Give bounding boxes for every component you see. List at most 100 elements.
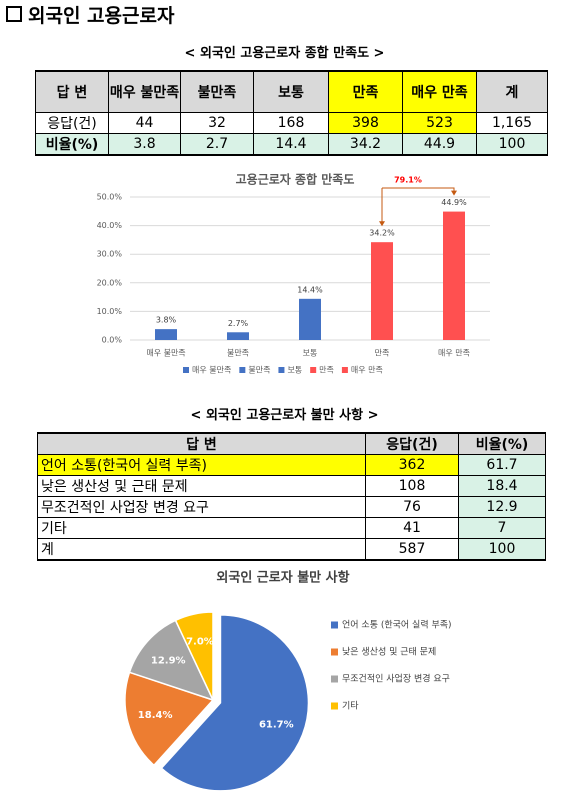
table-cell: 34.2 bbox=[328, 133, 403, 156]
satisfaction-table: 답 변 매우 불만족 불만족 보통 만족 매우 만족 계 응답(건) 44 32 168 398 523… bbox=[35, 70, 548, 156]
legend-label: 무조건적인 사업장 변경 요구 bbox=[342, 673, 450, 685]
data-label: 14.4% bbox=[297, 285, 323, 294]
arrow-head bbox=[379, 221, 385, 227]
table-row: 비율(%) 3.8 2.7 14.4 34.2 44.9 100 bbox=[35, 133, 548, 156]
table-title: < 외국인 고용근로자 종합 만족도 > bbox=[184, 46, 385, 61]
table-cell: 41 bbox=[365, 517, 459, 539]
pie-slice bbox=[124, 671, 215, 767]
header-cell: 만족 bbox=[328, 70, 403, 113]
bar bbox=[155, 329, 177, 340]
legend-label: 보통 bbox=[287, 366, 302, 375]
table-cell: 108 bbox=[365, 475, 459, 497]
legend-swatch bbox=[341, 367, 348, 373]
y-tick-label: 50.0% bbox=[97, 193, 123, 202]
page-title: 외국인 고용근로자 bbox=[28, 5, 175, 27]
pie-chart: 외국인 근로자 불만 사항 61.7% 18.4% 12.9%7.0% 언어 소통 (… bbox=[124, 570, 452, 792]
pie-slice bbox=[128, 619, 215, 702]
table-cell: 2.7 bbox=[180, 133, 254, 156]
legend-swatch bbox=[239, 367, 246, 373]
header-cell: 답 변 bbox=[35, 70, 109, 113]
complaint-table: 답 변 응답(건) 비율(%) 언어 소통(한국어 실력 부족) 362 61.7 낮은 생… bbox=[37, 432, 546, 561]
legend-swatch bbox=[331, 621, 338, 629]
pie-slice bbox=[160, 614, 310, 792]
legend-label: 매우 불만족 bbox=[192, 365, 231, 375]
table-cell: 7 bbox=[458, 517, 546, 539]
header-cell: 매우 불만족 bbox=[108, 70, 181, 113]
table-cell: 무조건적인 사업장 변경 요구 bbox=[37, 496, 366, 518]
legend-label: 매우 만족 bbox=[351, 366, 383, 375]
data-label: 44.9% bbox=[441, 198, 467, 207]
table-row: 무조건적인 사업장 변경 요구 76 12.9 bbox=[37, 496, 546, 518]
legend-label: 불만족 bbox=[248, 365, 270, 375]
legend-label: 기타 bbox=[342, 701, 359, 712]
table-cell: 18.4 bbox=[458, 475, 546, 497]
y-tick-label: 0.0% bbox=[102, 336, 123, 345]
y-tick-label: 10.0% bbox=[97, 307, 123, 316]
title-box bbox=[6, 6, 22, 22]
annotation-arrow bbox=[382, 187, 455, 195]
y-tick-label: 30.0% bbox=[97, 250, 123, 259]
data-label: 61.7% bbox=[259, 719, 294, 730]
legend-swatch bbox=[278, 367, 285, 373]
table-row: 응답(건) 44 32 168 398 523 1,165 bbox=[35, 112, 548, 134]
table-title: < 외국인 고용근로자 불만 사항 > bbox=[190, 408, 379, 423]
table-cell: 100 bbox=[476, 133, 548, 156]
header-cell: 응답(건) bbox=[365, 432, 459, 455]
legend-label: 만족 bbox=[319, 366, 334, 375]
legend-swatch bbox=[331, 648, 338, 656]
legend-swatch bbox=[331, 675, 338, 683]
x-tick-label: 만족 bbox=[375, 349, 390, 358]
data-label: 3.8% bbox=[156, 316, 177, 325]
table-cell: 14.4 bbox=[253, 133, 329, 156]
table-cell: 비율(%) bbox=[35, 133, 109, 156]
table-cell: 61.7 bbox=[458, 454, 546, 476]
data-label: 34.2% bbox=[369, 229, 395, 238]
annotation: 79.1% bbox=[394, 176, 422, 185]
header-cell: 답 변 bbox=[37, 432, 366, 455]
legend-label: 언어 소통 (한국어 실력 부족) bbox=[342, 619, 452, 631]
table-row: 기타 41 7 bbox=[37, 517, 546, 539]
table-row: 계 587 100 bbox=[37, 538, 546, 561]
legend-label: 낮은 생산성 및 근태 문제 bbox=[342, 646, 436, 658]
table-row: 낮은 생산성 및 근태 문제 108 18.4 bbox=[37, 475, 546, 497]
bar bbox=[227, 332, 249, 340]
data-label: 18.4% bbox=[138, 710, 173, 721]
x-tick-label: 매우 불만족 bbox=[146, 348, 185, 358]
table-cell: 계 bbox=[37, 538, 366, 561]
table-cell: 기타 bbox=[37, 517, 366, 539]
data-label: 12.9% bbox=[151, 655, 186, 666]
table-cell: 587 bbox=[365, 538, 459, 561]
table-cell: 100 bbox=[458, 538, 546, 561]
chart-title: 외국인 근로자 불만 사항 bbox=[216, 570, 349, 586]
table-cell: 44.9 bbox=[402, 133, 477, 156]
table-cell: 44 bbox=[108, 112, 181, 134]
header-cell: 계 bbox=[476, 70, 548, 113]
table-cell: 362 bbox=[365, 454, 459, 476]
header-cell: 매우 만족 bbox=[402, 70, 477, 113]
bar-chart: 고용근로자 종합 만족도 0.0% 10.0% 20.0% 30.0% 40.0% 50.… bbox=[97, 172, 490, 375]
arrow-head bbox=[451, 190, 457, 196]
table-cell: 12.9 bbox=[458, 496, 546, 518]
x-tick-label: 보통 bbox=[303, 349, 318, 358]
legend-swatch bbox=[331, 702, 338, 710]
table-cell: 언어 소통(한국어 실력 부족) bbox=[37, 454, 366, 476]
data-label: 7.0% bbox=[186, 637, 214, 648]
table-cell: 398 bbox=[328, 112, 403, 134]
table-cell: 76 bbox=[365, 496, 459, 518]
table-cell: 1,165 bbox=[476, 112, 548, 134]
legend-swatch bbox=[183, 367, 189, 373]
bar bbox=[443, 211, 465, 340]
chart-title: 고용근로자 종합 만족도 bbox=[236, 172, 355, 187]
table-cell: 32 bbox=[180, 112, 254, 134]
table-cell: 168 bbox=[253, 112, 329, 134]
data-label: 2.7% bbox=[228, 319, 249, 328]
header-cell: 보통 bbox=[253, 70, 329, 113]
pie-slice bbox=[174, 611, 214, 701]
x-tick-label: 불만족 bbox=[227, 348, 249, 358]
bar bbox=[371, 242, 393, 340]
header-cell: 비율(%) bbox=[458, 432, 546, 455]
bar bbox=[299, 298, 321, 340]
y-tick-label: 20.0% bbox=[97, 278, 123, 287]
header-cell: 불만족 bbox=[180, 70, 254, 113]
